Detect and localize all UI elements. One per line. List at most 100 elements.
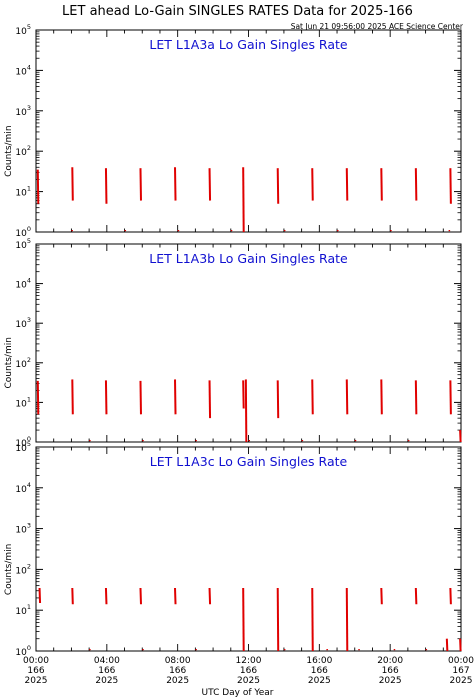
- y-tick-label: 101: [15, 395, 31, 409]
- data-spike: [276, 380, 280, 419]
- panel-title: LET L1A3a Lo Gain Singles Rate: [149, 37, 347, 52]
- y-axis-label: Counts/min: [4, 337, 14, 388]
- y-tick-label: 101: [15, 603, 31, 617]
- data-spike: [345, 168, 349, 201]
- data-spike: [139, 168, 142, 201]
- x-tick-label-time: 04:00: [94, 656, 120, 666]
- x-tick-label-doy: 166: [98, 666, 115, 676]
- y-tick-label: 100: [15, 435, 31, 449]
- data-spike: [104, 168, 108, 204]
- baseline-point: [390, 230, 392, 232]
- x-tick-label-doy: 166: [311, 666, 328, 676]
- data-spike: [345, 379, 349, 415]
- x-tick-label-time: 00:00: [23, 656, 49, 666]
- x-tick-label-time: 12:00: [236, 656, 262, 666]
- chart-panel-2: 100 101 102 103 104 105 Counts/min LET L1A3b Lo…: [4, 237, 462, 449]
- data-spike: [414, 168, 418, 201]
- data-spike: [414, 587, 418, 605]
- baseline-point: [393, 649, 396, 651]
- x-axis-title: UTC Day of Year: [201, 688, 274, 698]
- data-spike: [276, 168, 280, 204]
- x-tick-label-doy: 166: [27, 666, 44, 676]
- data-spike: [380, 379, 383, 415]
- y-tick-label: 102: [15, 562, 31, 576]
- y-axis-label: Counts/min: [4, 125, 14, 176]
- data-spike: [71, 587, 74, 605]
- chart-panel-1: 100 101 102 103 104 105 Counts/min LET L1A3a Lo…: [4, 23, 462, 239]
- baseline-point: [230, 230, 233, 232]
- panel-title: LET L1A3c Lo Gain Singles Rate: [150, 454, 348, 469]
- data-spike: [71, 379, 74, 415]
- x-tick-label-doy: 166: [169, 666, 186, 676]
- baseline-point: [195, 440, 197, 442]
- data-spike: [242, 380, 245, 409]
- x-tick-label-year: 2025: [237, 676, 260, 686]
- data-spike: [139, 587, 142, 605]
- data-spike: [208, 380, 212, 419]
- data-spike: [208, 168, 212, 201]
- y-tick-label: 104: [15, 277, 31, 291]
- baseline-point: [425, 649, 428, 651]
- x-tick-label-time: 08:00: [165, 656, 191, 666]
- y-tick-label: 103: [15, 316, 31, 330]
- plot-frame: [35, 446, 462, 652]
- plot-frame: [35, 243, 462, 443]
- y-tick-label: 104: [15, 481, 31, 495]
- data-spike: [244, 379, 248, 443]
- y-tick-label: 102: [15, 144, 31, 158]
- timestamp-label: Sat Jun 21 09:56:00 2025 ACE Science Cen…: [290, 22, 463, 31]
- x-tick-label-doy: 166: [240, 666, 257, 676]
- data-spike: [104, 380, 108, 415]
- y-tick-label: 100: [15, 644, 31, 658]
- data-spike: [345, 587, 349, 652]
- baseline-point: [248, 440, 250, 442]
- data-spike: [445, 638, 449, 652]
- baseline-point: [448, 230, 451, 232]
- y-tick-label: 104: [15, 63, 31, 77]
- x-tick-label-year: 2025: [308, 676, 331, 686]
- x-tick-label-doy: 167: [452, 666, 469, 676]
- data-spike: [459, 430, 462, 443]
- page-title: LET ahead Lo-Gain SINGLES RATES Data for…: [62, 4, 413, 19]
- baseline-point: [407, 440, 410, 442]
- data-spike: [71, 167, 74, 201]
- y-tick-label: 103: [15, 104, 31, 118]
- data-spike: [459, 638, 462, 652]
- x-tick-label-time: 16:00: [306, 656, 332, 666]
- panel-title: LET L1A3b Lo Gain Singles Rate: [149, 251, 348, 266]
- data-spike: [36, 380, 40, 415]
- data-spike: [311, 168, 314, 201]
- data-spike: [208, 587, 212, 605]
- baseline-point: [283, 230, 286, 232]
- x-tick-label-year: 2025: [166, 676, 189, 686]
- y-tick-label: 105: [15, 237, 31, 251]
- baseline-point: [283, 649, 286, 651]
- y-tick-label: 102: [15, 356, 31, 370]
- data-spike: [311, 587, 314, 652]
- data-spike: [174, 167, 177, 201]
- baseline-point: [177, 230, 180, 232]
- data-spike: [139, 380, 142, 415]
- data-spike: [242, 587, 245, 652]
- baseline-point: [326, 649, 328, 651]
- y-tick-label: 100: [15, 225, 31, 239]
- baseline-point: [124, 230, 127, 232]
- data-spike: [174, 379, 177, 415]
- y-tick-label: 101: [15, 185, 31, 199]
- data-spike: [449, 168, 452, 204]
- y-tick-label: 105: [15, 23, 31, 37]
- baseline-point: [142, 440, 144, 442]
- baseline-point: [89, 440, 91, 442]
- data-spike: [380, 587, 383, 605]
- data-spike: [380, 168, 383, 201]
- plot-frame: [35, 29, 462, 233]
- x-tick-label-time: 20:00: [377, 656, 403, 666]
- data-spike: [36, 169, 40, 204]
- data-spike: [38, 587, 42, 604]
- x-tick-label-time: 00:00: [448, 656, 474, 666]
- data-spike: [311, 379, 314, 415]
- x-tick-label-year: 2025: [25, 676, 48, 686]
- data-spike: [449, 587, 452, 605]
- data-spike: [449, 380, 452, 415]
